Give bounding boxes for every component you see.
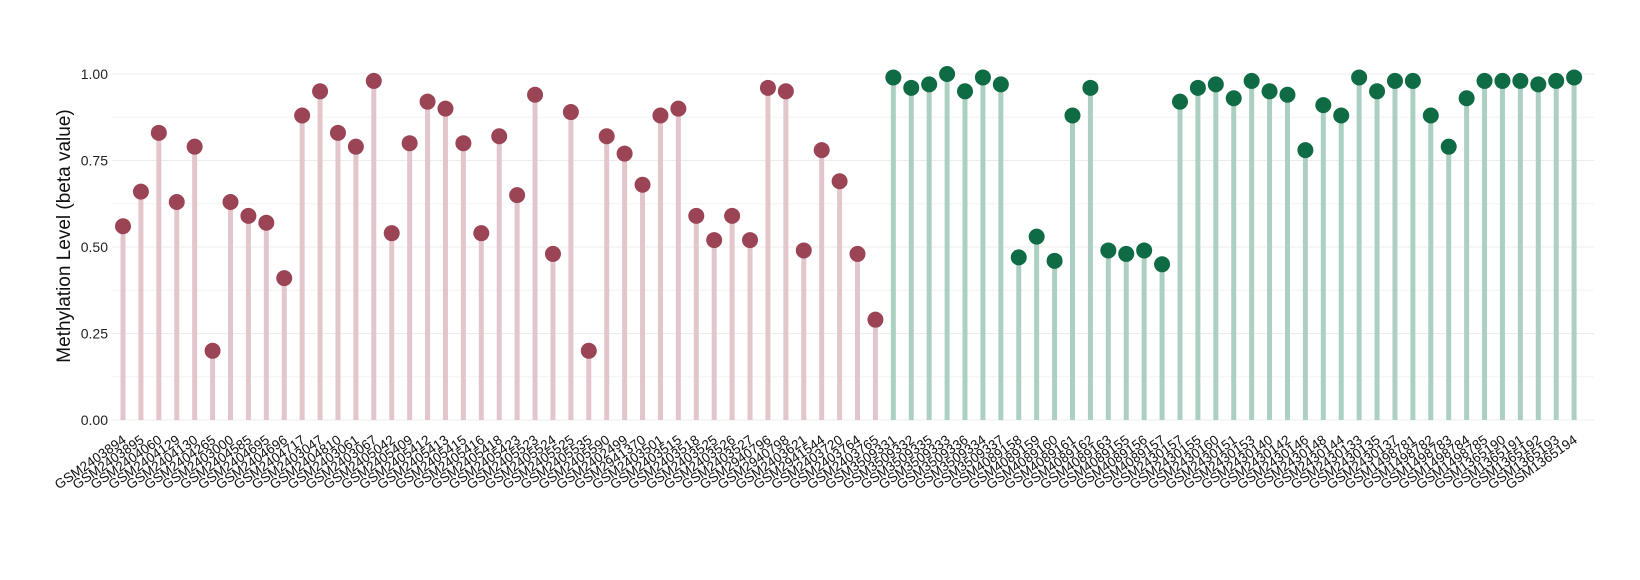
y-tick-label: 0.25 (81, 326, 108, 342)
lollipop-point (544, 245, 561, 262)
lollipop-point (509, 187, 526, 204)
lollipop-point (885, 69, 902, 86)
lollipop-point (903, 79, 920, 96)
lollipop-point (527, 86, 544, 103)
lollipop-point (598, 128, 615, 145)
lollipop-point (258, 214, 275, 231)
lollipop-point (168, 194, 185, 211)
y-tick-label: 0.50 (81, 239, 108, 255)
lollipop-point (777, 83, 794, 100)
lollipop-point (1189, 79, 1206, 96)
y-axis-title: Methylation Level (beta value) (54, 109, 75, 362)
lollipop-point (329, 124, 346, 141)
lollipop-point (1476, 72, 1493, 89)
y-tick-label: 0.00 (81, 412, 108, 428)
lollipop-point (473, 225, 490, 242)
lollipop-point (1279, 86, 1296, 103)
lollipop-point (186, 138, 203, 155)
lollipop-point (365, 72, 382, 89)
lollipop-point (974, 69, 991, 86)
lollipop-point (204, 342, 221, 359)
lollipop-point (562, 104, 579, 121)
lollipop-point (670, 100, 687, 117)
lollipop-point (312, 83, 329, 100)
lollipop-point (240, 207, 257, 224)
y-tick-label: 0.75 (81, 153, 108, 169)
lollipop-point (1297, 142, 1314, 159)
lollipop-point (634, 176, 651, 193)
lollipop-point (1530, 76, 1547, 93)
lollipop-point (1351, 69, 1368, 86)
lollipop-point (867, 311, 884, 328)
lollipop-point (921, 76, 938, 93)
lollipop-point (1566, 69, 1583, 86)
lollipop-point (294, 107, 311, 124)
lollipop-point (992, 76, 1009, 93)
lollipop-point (1243, 72, 1260, 89)
lollipop-point (795, 242, 812, 259)
lollipop-point (1369, 83, 1386, 100)
lollipop-point (150, 124, 167, 141)
lollipop-point (957, 83, 974, 100)
lollipop-point (706, 232, 723, 249)
lollipop-point (1171, 93, 1188, 110)
lollipop-point (1207, 76, 1224, 93)
x-tick-labels: GSM2403894GSM2403895GSM2404060GSM2404129… (52, 432, 1580, 492)
lollipop-point (1225, 90, 1242, 107)
lollipop-point (1386, 72, 1403, 89)
lollipop-point (1082, 79, 1099, 96)
lollipop-point (437, 100, 454, 117)
lollipop-point (742, 232, 759, 249)
lollipop-point (813, 142, 830, 159)
lollipop-point (1422, 107, 1439, 124)
lollipop-point (1118, 245, 1135, 262)
lollipop-point (222, 194, 239, 211)
lollipop-point (419, 93, 436, 110)
lollipop-point (1261, 83, 1278, 100)
lollipop-point (1494, 72, 1511, 89)
lollipop-point (276, 270, 293, 287)
y-tick-label: 1.00 (81, 66, 108, 82)
lollipop-point (724, 207, 741, 224)
point-layer (115, 66, 1583, 359)
lollipop-point (939, 66, 956, 82)
lollipop-point (1404, 72, 1421, 89)
lollipop-point (759, 79, 776, 96)
lollipop-point (1315, 97, 1332, 114)
lollipop-point (491, 128, 508, 145)
lollipop-point (652, 107, 669, 124)
lollipop-point (1064, 107, 1081, 124)
lollipop-point (1100, 242, 1117, 259)
lollipop-point (1154, 256, 1171, 273)
lollipop-point (580, 342, 597, 359)
lollipop-point (115, 218, 131, 235)
y-tick-labels: 0.00 0.25 0.50 0.75 1.00 (81, 66, 108, 428)
lollipop-point (1548, 72, 1565, 89)
lollipop-point (383, 225, 400, 242)
stem-layer (120, 74, 1577, 420)
lollipop-point (688, 207, 705, 224)
lollipop-point (1512, 72, 1529, 89)
lollipop-point (1136, 242, 1153, 259)
lollipop-point (1440, 138, 1457, 155)
lollipop-point (616, 145, 633, 162)
lollipop-point (455, 135, 472, 152)
lollipop-point (347, 138, 364, 155)
lollipop-point (1333, 107, 1350, 124)
lollipop-point (132, 183, 149, 200)
lollipop-point (831, 173, 848, 190)
lollipop-point (1458, 90, 1475, 107)
lollipop-point (1028, 228, 1045, 245)
lollipop-point (401, 135, 418, 152)
lollipop-point (1046, 252, 1063, 269)
lollipop-point (1010, 249, 1027, 266)
grid-layer (112, 73, 1594, 421)
lollipop-point (849, 245, 866, 262)
